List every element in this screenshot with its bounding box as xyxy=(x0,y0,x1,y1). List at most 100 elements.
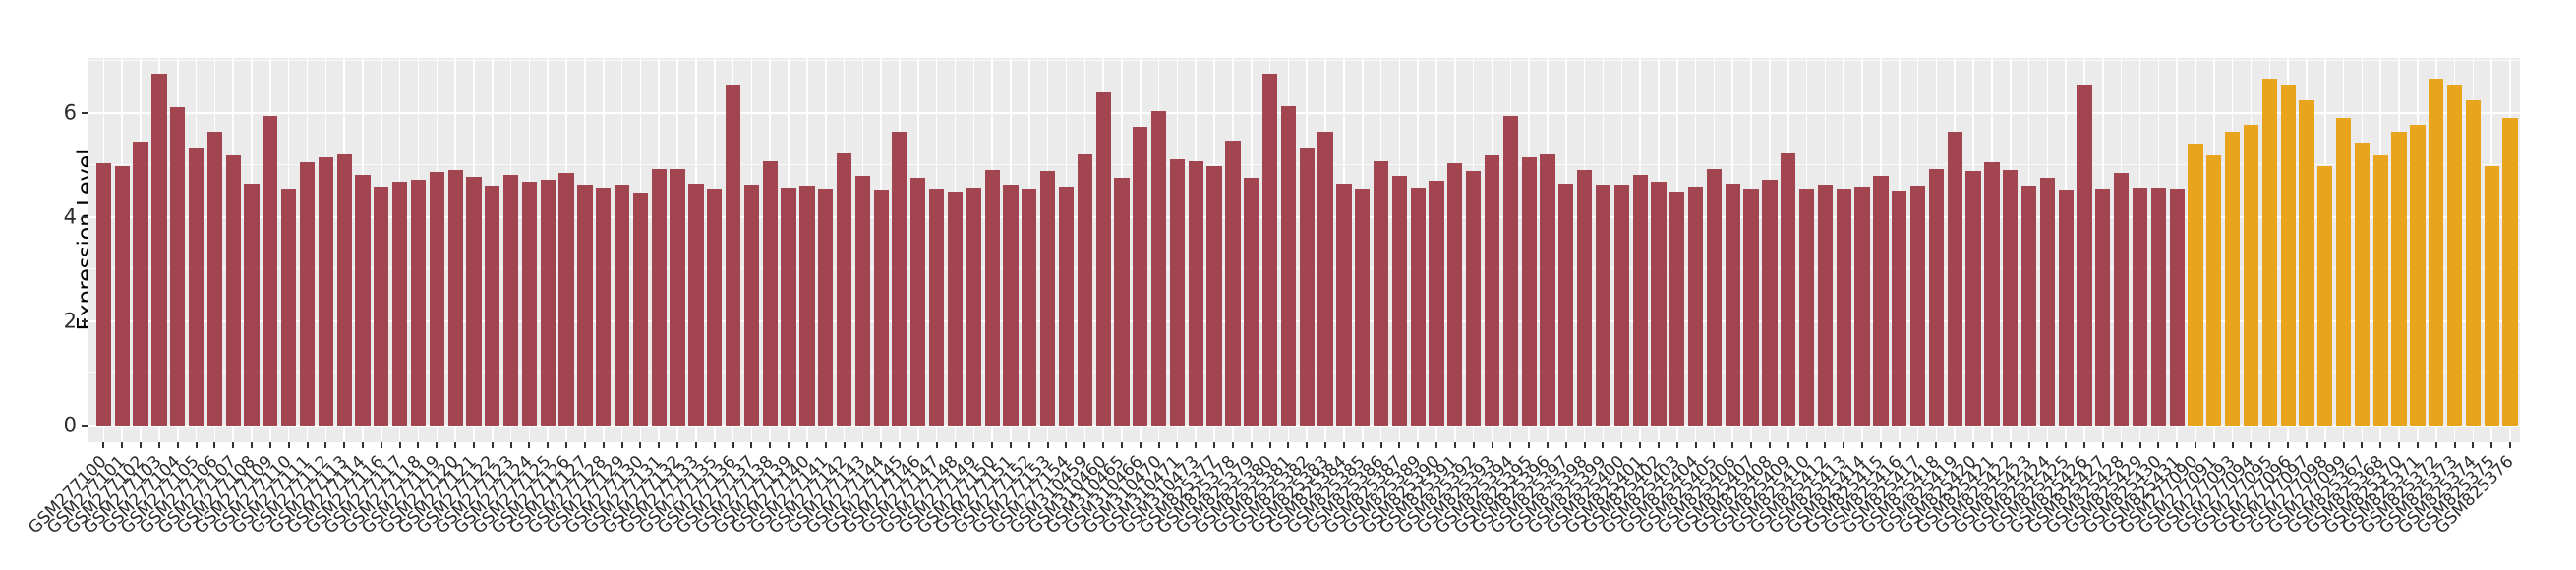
x-tick xyxy=(528,442,531,448)
x-tick xyxy=(1528,442,1531,448)
bar-slot: GSM277105 xyxy=(117,58,205,538)
y-tick-0 xyxy=(82,425,88,427)
x-tick xyxy=(1120,442,1123,448)
bar-slot: GSM825423 xyxy=(1950,58,2038,538)
bar-slot: GSM277112 xyxy=(247,58,335,538)
bar-GSM825394 xyxy=(1502,116,1518,426)
bar-slot: GSM277138 xyxy=(691,58,780,538)
bar-slot: GSM277108 xyxy=(173,58,262,538)
x-tick xyxy=(1379,442,1382,448)
bar-GSM310466 xyxy=(1133,127,1148,426)
bar-slot: GSM277153 xyxy=(968,58,1057,538)
bar-slot: GSM825378 xyxy=(1154,58,1243,538)
bar-slot: GSM277145 xyxy=(821,58,909,538)
x-tick xyxy=(2138,442,2141,448)
bar-slot: GSM277091 xyxy=(2136,58,2223,538)
x-tick xyxy=(843,442,846,448)
bar-slot: GSM825403 xyxy=(1599,58,1686,538)
bar-slot: GSM277135 xyxy=(635,58,724,538)
bar-GSM277139 xyxy=(781,188,796,426)
bar-slot: GSM310466 xyxy=(1062,58,1149,538)
bar-slot: GSM825392 xyxy=(1394,58,1483,538)
bar-slot: GSM825390 xyxy=(1358,58,1446,538)
bar-GSM825427 xyxy=(2095,189,2111,426)
bar-slot: GSM825402 xyxy=(1580,58,1669,538)
bar-GSM825384 xyxy=(1336,184,1352,426)
x-tick xyxy=(935,442,938,448)
bar-GSM277099 xyxy=(2335,118,2352,426)
bar-GSM277101 xyxy=(114,166,130,426)
bar-slot: GSM825397 xyxy=(1488,58,1575,538)
x-tick xyxy=(769,442,772,448)
bar-slot: GSM825396 xyxy=(1469,58,1557,538)
x-tick xyxy=(1805,442,1808,448)
bar-slot: GSM825401 xyxy=(1561,58,1650,538)
bar-GSM825393 xyxy=(1484,155,1500,426)
bar-slot: GSM277144 xyxy=(802,58,891,538)
x-tick xyxy=(2101,442,2104,448)
bar-slot: GSM277096 xyxy=(2209,58,2298,538)
bar-slot: GSM277090 xyxy=(2117,58,2205,538)
bar-slot: GSM825367 xyxy=(2283,58,2371,538)
x-tick xyxy=(916,442,919,448)
x-tick xyxy=(1675,442,1678,448)
x-tick xyxy=(954,442,957,448)
bar-slot: GSM825418 xyxy=(1857,58,1946,538)
x-tick xyxy=(2083,442,2086,448)
bar-GSM825396 xyxy=(1540,154,1555,426)
x-tick xyxy=(2250,442,2253,448)
bar-slot: GSM277128 xyxy=(525,58,613,538)
bar-GSM825423 xyxy=(2020,186,2037,426)
x-tick xyxy=(1195,442,1198,448)
x-tick xyxy=(2472,442,2475,448)
bar-GSM825429 xyxy=(2132,188,2148,426)
bar-slot: GSM277101 xyxy=(43,58,132,538)
bar-GSM277097 xyxy=(2299,100,2314,426)
x-tick xyxy=(1602,442,1605,448)
bar-GSM825431 xyxy=(2169,189,2185,426)
bar-GSM277124 xyxy=(521,182,538,426)
x-tick xyxy=(306,442,309,448)
bar-GSM277113 xyxy=(336,154,352,426)
bar-slot: GSM825375 xyxy=(2413,58,2501,538)
bar-GSM825413 xyxy=(1836,189,1851,426)
x-tick xyxy=(1491,442,1493,448)
bar-slot: GSM277123 xyxy=(432,58,520,538)
bar-slot: GSM825414 xyxy=(1784,58,1872,538)
x-tick xyxy=(1898,442,1901,448)
bar-GSM277114 xyxy=(355,175,371,426)
x-tick xyxy=(899,442,902,448)
bar-GSM825391 xyxy=(1447,163,1463,426)
bar-GSM825389 xyxy=(1410,188,1426,426)
x-tick xyxy=(1361,442,1364,448)
bar-GSM277153 xyxy=(1040,171,1056,426)
bar-slot: GSM277141 xyxy=(746,58,835,538)
x-tick xyxy=(1768,442,1771,448)
bar-slot: GSM277097 xyxy=(2228,58,2316,538)
bar-slot: GSM825371 xyxy=(2339,58,2428,538)
bar-slot: GSM277148 xyxy=(876,58,965,538)
x-tick xyxy=(1786,442,1789,448)
bar-GSM277093 xyxy=(2225,132,2241,426)
x-tick xyxy=(1176,442,1179,448)
bar-GSM277148 xyxy=(947,192,964,426)
bar-slot: GSM825395 xyxy=(1450,58,1539,538)
x-tick xyxy=(343,442,346,448)
bar-slot: GSM277103 xyxy=(81,58,168,538)
bar-GSM825381 xyxy=(1280,106,1297,426)
bar-slot: GSM277114 xyxy=(284,58,373,538)
x-tick xyxy=(1083,442,1086,448)
bar-GSM277108 xyxy=(244,184,260,426)
bar-GSM825400 xyxy=(1613,185,1629,426)
bar-slot: GSM825381 xyxy=(1209,58,1298,538)
bar-slot: GSM310465 xyxy=(1043,58,1132,538)
bar-slot: GSM310470 xyxy=(1080,58,1168,538)
x-tick xyxy=(658,442,661,448)
bar-slot: GSM277122 xyxy=(414,58,501,538)
bar-slot: GSM277127 xyxy=(506,58,595,538)
x-tick xyxy=(1657,442,1660,448)
x-tick xyxy=(565,442,568,448)
x-tick xyxy=(157,442,160,448)
bar-slot: GSM825372 xyxy=(2357,58,2445,538)
bar-GSM825386 xyxy=(1373,161,1389,426)
